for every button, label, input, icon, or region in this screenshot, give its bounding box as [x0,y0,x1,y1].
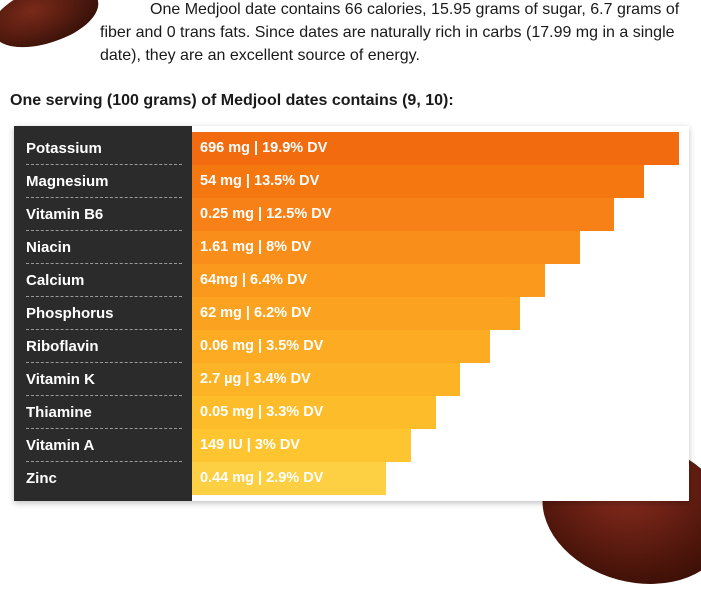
serving-line: One serving (100 grams) of Medjool dates… [10,92,701,110]
nutrient-bar: 696 mg | 19.9% DV [192,132,679,165]
nutrient-label: Zinc [26,462,182,495]
nutrient-bar-row: 62 mg | 6.2% DV [192,297,689,330]
nutrient-bar: 0.25 mg | 12.5% DV [192,198,614,231]
nutrient-label: Niacin [26,231,182,264]
nutrient-bar: 64mg | 6.4% DV [192,264,545,297]
nutrient-bar: 54 mg | 13.5% DV [192,165,644,198]
nutrient-bar: 62 mg | 6.2% DV [192,297,520,330]
nutrient-labels-column: PotassiumMagnesiumVitamin B6NiacinCalciu… [14,126,192,501]
nutrient-bar-row: 0.06 mg | 3.5% DV [192,330,689,363]
nutrient-bar-row: 149 IU | 3% DV [192,429,689,462]
nutrient-bar-row: 2.7 µg | 3.4% DV [192,363,689,396]
nutrient-bar-row: 0.25 mg | 12.5% DV [192,198,689,231]
nutrient-label: Potassium [26,132,182,165]
nutrient-bar-row: 0.44 mg | 2.9% DV [192,462,689,495]
nutrient-label: Vitamin B6 [26,198,182,231]
nutrient-bar: 1.61 mg | 8% DV [192,231,580,264]
nutrient-bar: 0.06 mg | 3.5% DV [192,330,490,363]
intro-paragraph: One Medjool date contains 66 calories, 1… [100,0,693,68]
nutrient-bar: 149 IU | 3% DV [192,429,411,462]
nutrient-label: Vitamin A [26,429,182,462]
nutrient-bar-row: 1.61 mg | 8% DV [192,231,689,264]
nutrient-bar: 0.44 mg | 2.9% DV [192,462,386,495]
nutrient-label: Riboflavin [26,330,182,363]
nutrient-label: Vitamin K [26,363,182,396]
nutrient-label: Calcium [26,264,182,297]
nutrient-bar-row: 64mg | 6.4% DV [192,264,689,297]
nutrient-bars-column: 696 mg | 19.9% DV54 mg | 13.5% DV0.25 mg… [192,126,689,501]
nutrient-bar-row: 0.05 mg | 3.3% DV [192,396,689,429]
nutrient-label: Phosphorus [26,297,182,330]
nutrient-bar-row: 54 mg | 13.5% DV [192,165,689,198]
nutrient-label: Magnesium [26,165,182,198]
nutrient-bar-row: 696 mg | 19.9% DV [192,132,689,165]
nutrient-chart: PotassiumMagnesiumVitamin B6NiacinCalciu… [14,126,689,501]
nutrient-bar: 2.7 µg | 3.4% DV [192,363,460,396]
nutrient-label: Thiamine [26,396,182,429]
nutrient-bar: 0.05 mg | 3.3% DV [192,396,436,429]
